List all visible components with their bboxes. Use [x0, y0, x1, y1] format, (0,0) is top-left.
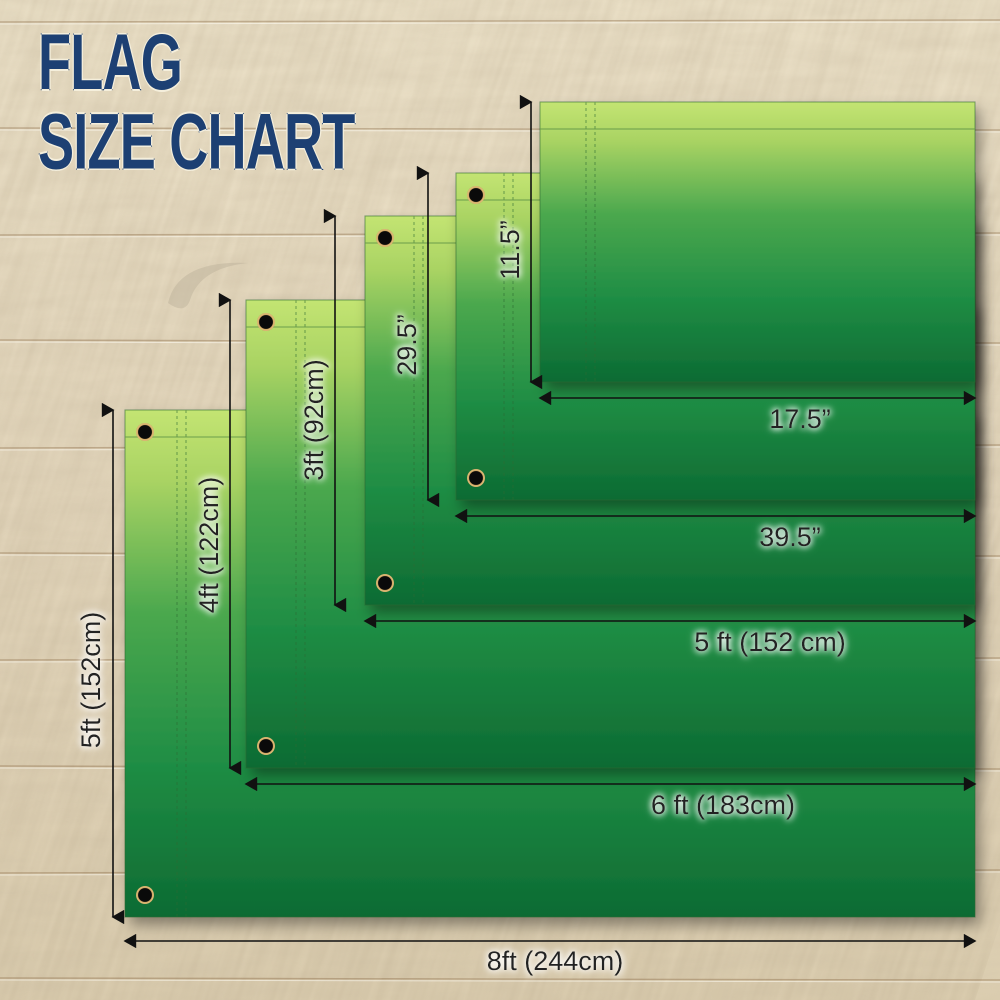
svg-text:4ft (122cm): 4ft (122cm): [194, 477, 224, 614]
svg-text:29.5”: 29.5”: [392, 314, 422, 376]
svg-text:6 ft (183cm): 6 ft (183cm): [651, 790, 795, 820]
svg-text:3ft (92cm): 3ft (92cm): [299, 359, 329, 481]
svg-text:39.5”: 39.5”: [759, 522, 821, 552]
svg-text:11.5”: 11.5”: [495, 220, 525, 280]
svg-text:5ft (152cm): 5ft (152cm): [76, 612, 106, 749]
svg-text:17.5”: 17.5”: [769, 404, 831, 434]
svg-text:8ft (244cm): 8ft (244cm): [487, 946, 624, 976]
svg-text:5 ft (152 cm): 5 ft (152 cm): [694, 627, 846, 657]
